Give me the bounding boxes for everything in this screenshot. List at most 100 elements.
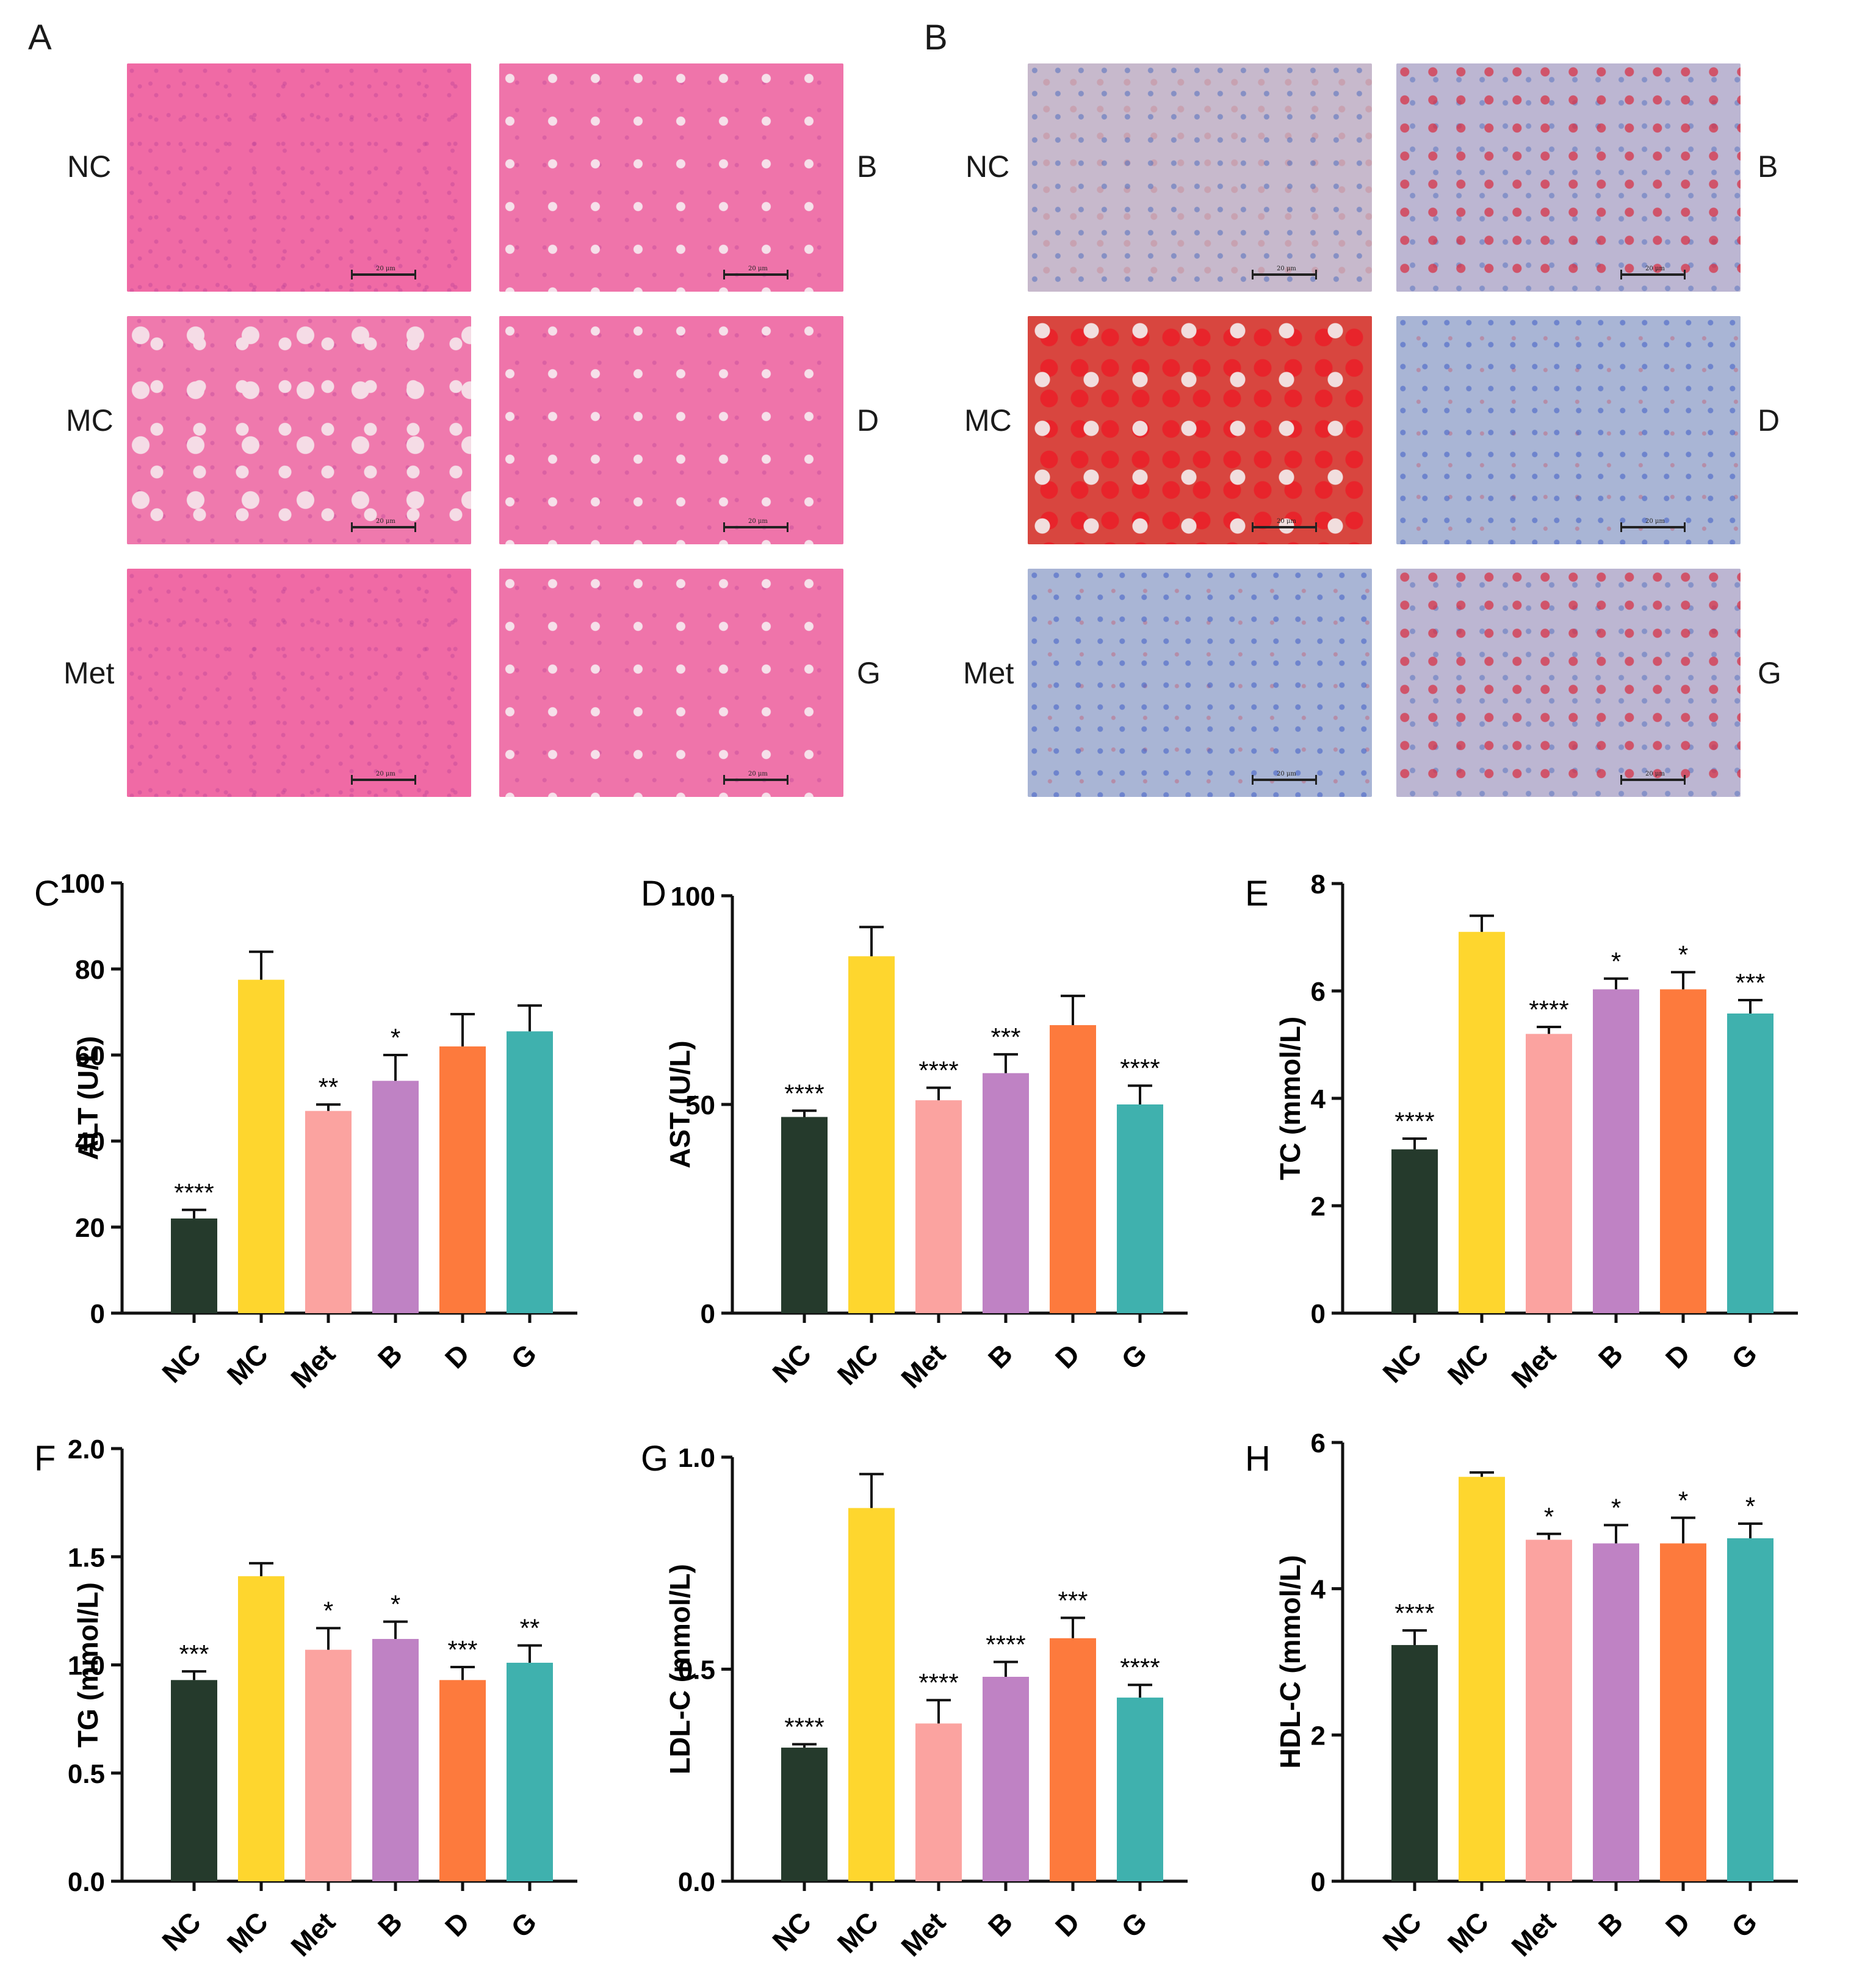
panel-letter-a: A (28, 18, 52, 57)
x-tick-label: D (439, 1906, 475, 1942)
row-label-mc-a: MC (66, 403, 114, 438)
y-tick-label: 20 (75, 1213, 105, 1243)
he-image-met: 20 μm (127, 569, 471, 797)
significance-label: *** (1735, 968, 1765, 997)
significance-label: **** (1120, 1653, 1160, 1682)
x-tick-label: NC (156, 1906, 207, 1957)
x-tick-label: MC (1441, 1338, 1495, 1391)
y-tick-label: 6 (1311, 1428, 1326, 1458)
x-tick-label: B (982, 1338, 1019, 1374)
x-tick-label: Met (895, 1338, 951, 1394)
scale-label: 20 μm (748, 771, 768, 778)
x-tick-label: NC (766, 1338, 817, 1389)
chart-panel-h: H 0 2 4 6 HDL-C (mmol/L) **** NC MC * Met * B * D * G (1245, 1428, 1798, 1962)
scale-label: 20 μm (748, 518, 768, 525)
bar-f-nc (171, 1680, 217, 1881)
scale-label: 20 μm (748, 265, 768, 273)
bar-f-mc (238, 1576, 284, 1881)
x-tick-label: Met (284, 1338, 341, 1394)
chart-panel-c: C 0 20 40 60 80 100 ALT (U/L) **** NC MC ** Met * B D G (34, 869, 577, 1394)
y-axis-label: AST (U/L) (664, 1040, 696, 1169)
scale-label: 20 μm (376, 518, 395, 525)
scale-label: 20 μm (1645, 771, 1665, 778)
bar-f-met (305, 1649, 352, 1881)
bar-g-d (1050, 1638, 1096, 1881)
bar-e-d (1660, 989, 1706, 1313)
bar-h-b (1593, 1543, 1639, 1881)
bar-e-g (1727, 1013, 1773, 1313)
scale-label: 20 μm (1277, 518, 1296, 525)
row-label-met-b: Met (963, 656, 1014, 690)
significance-label: ** (319, 1073, 339, 1101)
y-axis-label: HDL-C (mmol/L) (1274, 1555, 1306, 1768)
scale-label: 20 μm (376, 265, 395, 273)
panel-letter-f: F (34, 1439, 56, 1478)
bar-g-b (983, 1677, 1029, 1881)
bar-f-b (372, 1638, 419, 1881)
bar-g-mc (848, 1508, 895, 1881)
bar-h-nc (1391, 1644, 1438, 1881)
y-tick-label: 0.0 (68, 1867, 105, 1897)
bar-d-d (1050, 1025, 1096, 1313)
significance-label: **** (784, 1079, 824, 1107)
x-tick-label: MC (831, 1338, 884, 1391)
y-tick-label: 2 (1311, 1192, 1326, 1222)
significance-label: * (1745, 1492, 1755, 1521)
oro-image-met: 20 μm (1028, 569, 1372, 797)
bar-h-g (1727, 1538, 1773, 1881)
y-tick-label: 2.0 (68, 1435, 105, 1464)
chart-panel-g: G 0.0 0.5 1.0 LDL-C (mmol/L) **** NC MC **** Met *… (641, 1439, 1188, 1962)
y-tick-label: 0 (1311, 1299, 1326, 1329)
y-tick-label: 0 (701, 1299, 715, 1329)
panel-letter-e: E (1245, 874, 1269, 913)
row-label-met-a: Met (63, 656, 115, 690)
x-tick-label: D (1659, 1338, 1696, 1374)
x-tick-label: D (439, 1338, 475, 1374)
y-axis-label: TG (mmol/L) (72, 1582, 104, 1748)
scale-label: 20 μm (376, 771, 395, 778)
bar-g-nc (781, 1748, 828, 1881)
y-tick-label: 6 (1311, 977, 1326, 1007)
significance-label: **** (918, 1668, 958, 1697)
scale-label: 20 μm (1645, 265, 1665, 273)
oro-image-b: 20 μm (1396, 63, 1741, 292)
significance-label: *** (179, 1640, 209, 1668)
row-label-b-a: B (857, 149, 878, 184)
significance-label: **** (1120, 1054, 1160, 1082)
bar-h-mc (1459, 1477, 1505, 1881)
significance-label: **** (1395, 1107, 1434, 1136)
x-tick-label: B (372, 1338, 408, 1374)
x-tick-label: G (1725, 1906, 1763, 1943)
chart-panel-f: F 0.0 0.5 1.0 1.5 2.0 TG (mmol/L) *** NC MC * Met * B… (34, 1435, 577, 1962)
x-tick-label: MC (1441, 1906, 1495, 1959)
y-tick-label: 0.0 (678, 1867, 715, 1897)
bar-f-d (439, 1680, 486, 1881)
x-tick-label: MC (831, 1906, 884, 1959)
y-tick-label: 0.5 (678, 1655, 715, 1685)
y-tick-label: 0 (90, 1299, 105, 1329)
x-tick-label: Met (1505, 1906, 1562, 1962)
bar-c-nc (171, 1218, 217, 1313)
significance-label: * (391, 1590, 400, 1619)
row-label-nc-b: NC (965, 149, 1010, 184)
bar-d-nc (781, 1117, 828, 1313)
row-label-d-b: D (1758, 403, 1780, 438)
y-axis-label: TC (mmol/L) (1274, 1017, 1306, 1180)
he-image-b: 20 μm (499, 63, 843, 292)
x-tick-label: Met (284, 1906, 341, 1962)
bar-d-met (915, 1100, 962, 1313)
y-tick-label: 2 (1311, 1721, 1326, 1751)
he-image-mc: 20 μm (127, 316, 471, 544)
he-image-nc: 20 μm (127, 63, 471, 292)
bar-e-nc (1391, 1149, 1438, 1313)
y-tick-label: 60 (75, 1041, 105, 1071)
y-tick-label: 1.0 (678, 1443, 715, 1473)
y-tick-label: 8 (1311, 870, 1326, 899)
oro-image-d: 20 μm (1396, 316, 1741, 544)
bar-h-d (1660, 1543, 1706, 1881)
x-tick-label: B (1592, 1906, 1629, 1942)
significance-label: ** (520, 1614, 540, 1643)
bar-c-met (305, 1111, 352, 1313)
significance-label: **** (174, 1178, 214, 1207)
